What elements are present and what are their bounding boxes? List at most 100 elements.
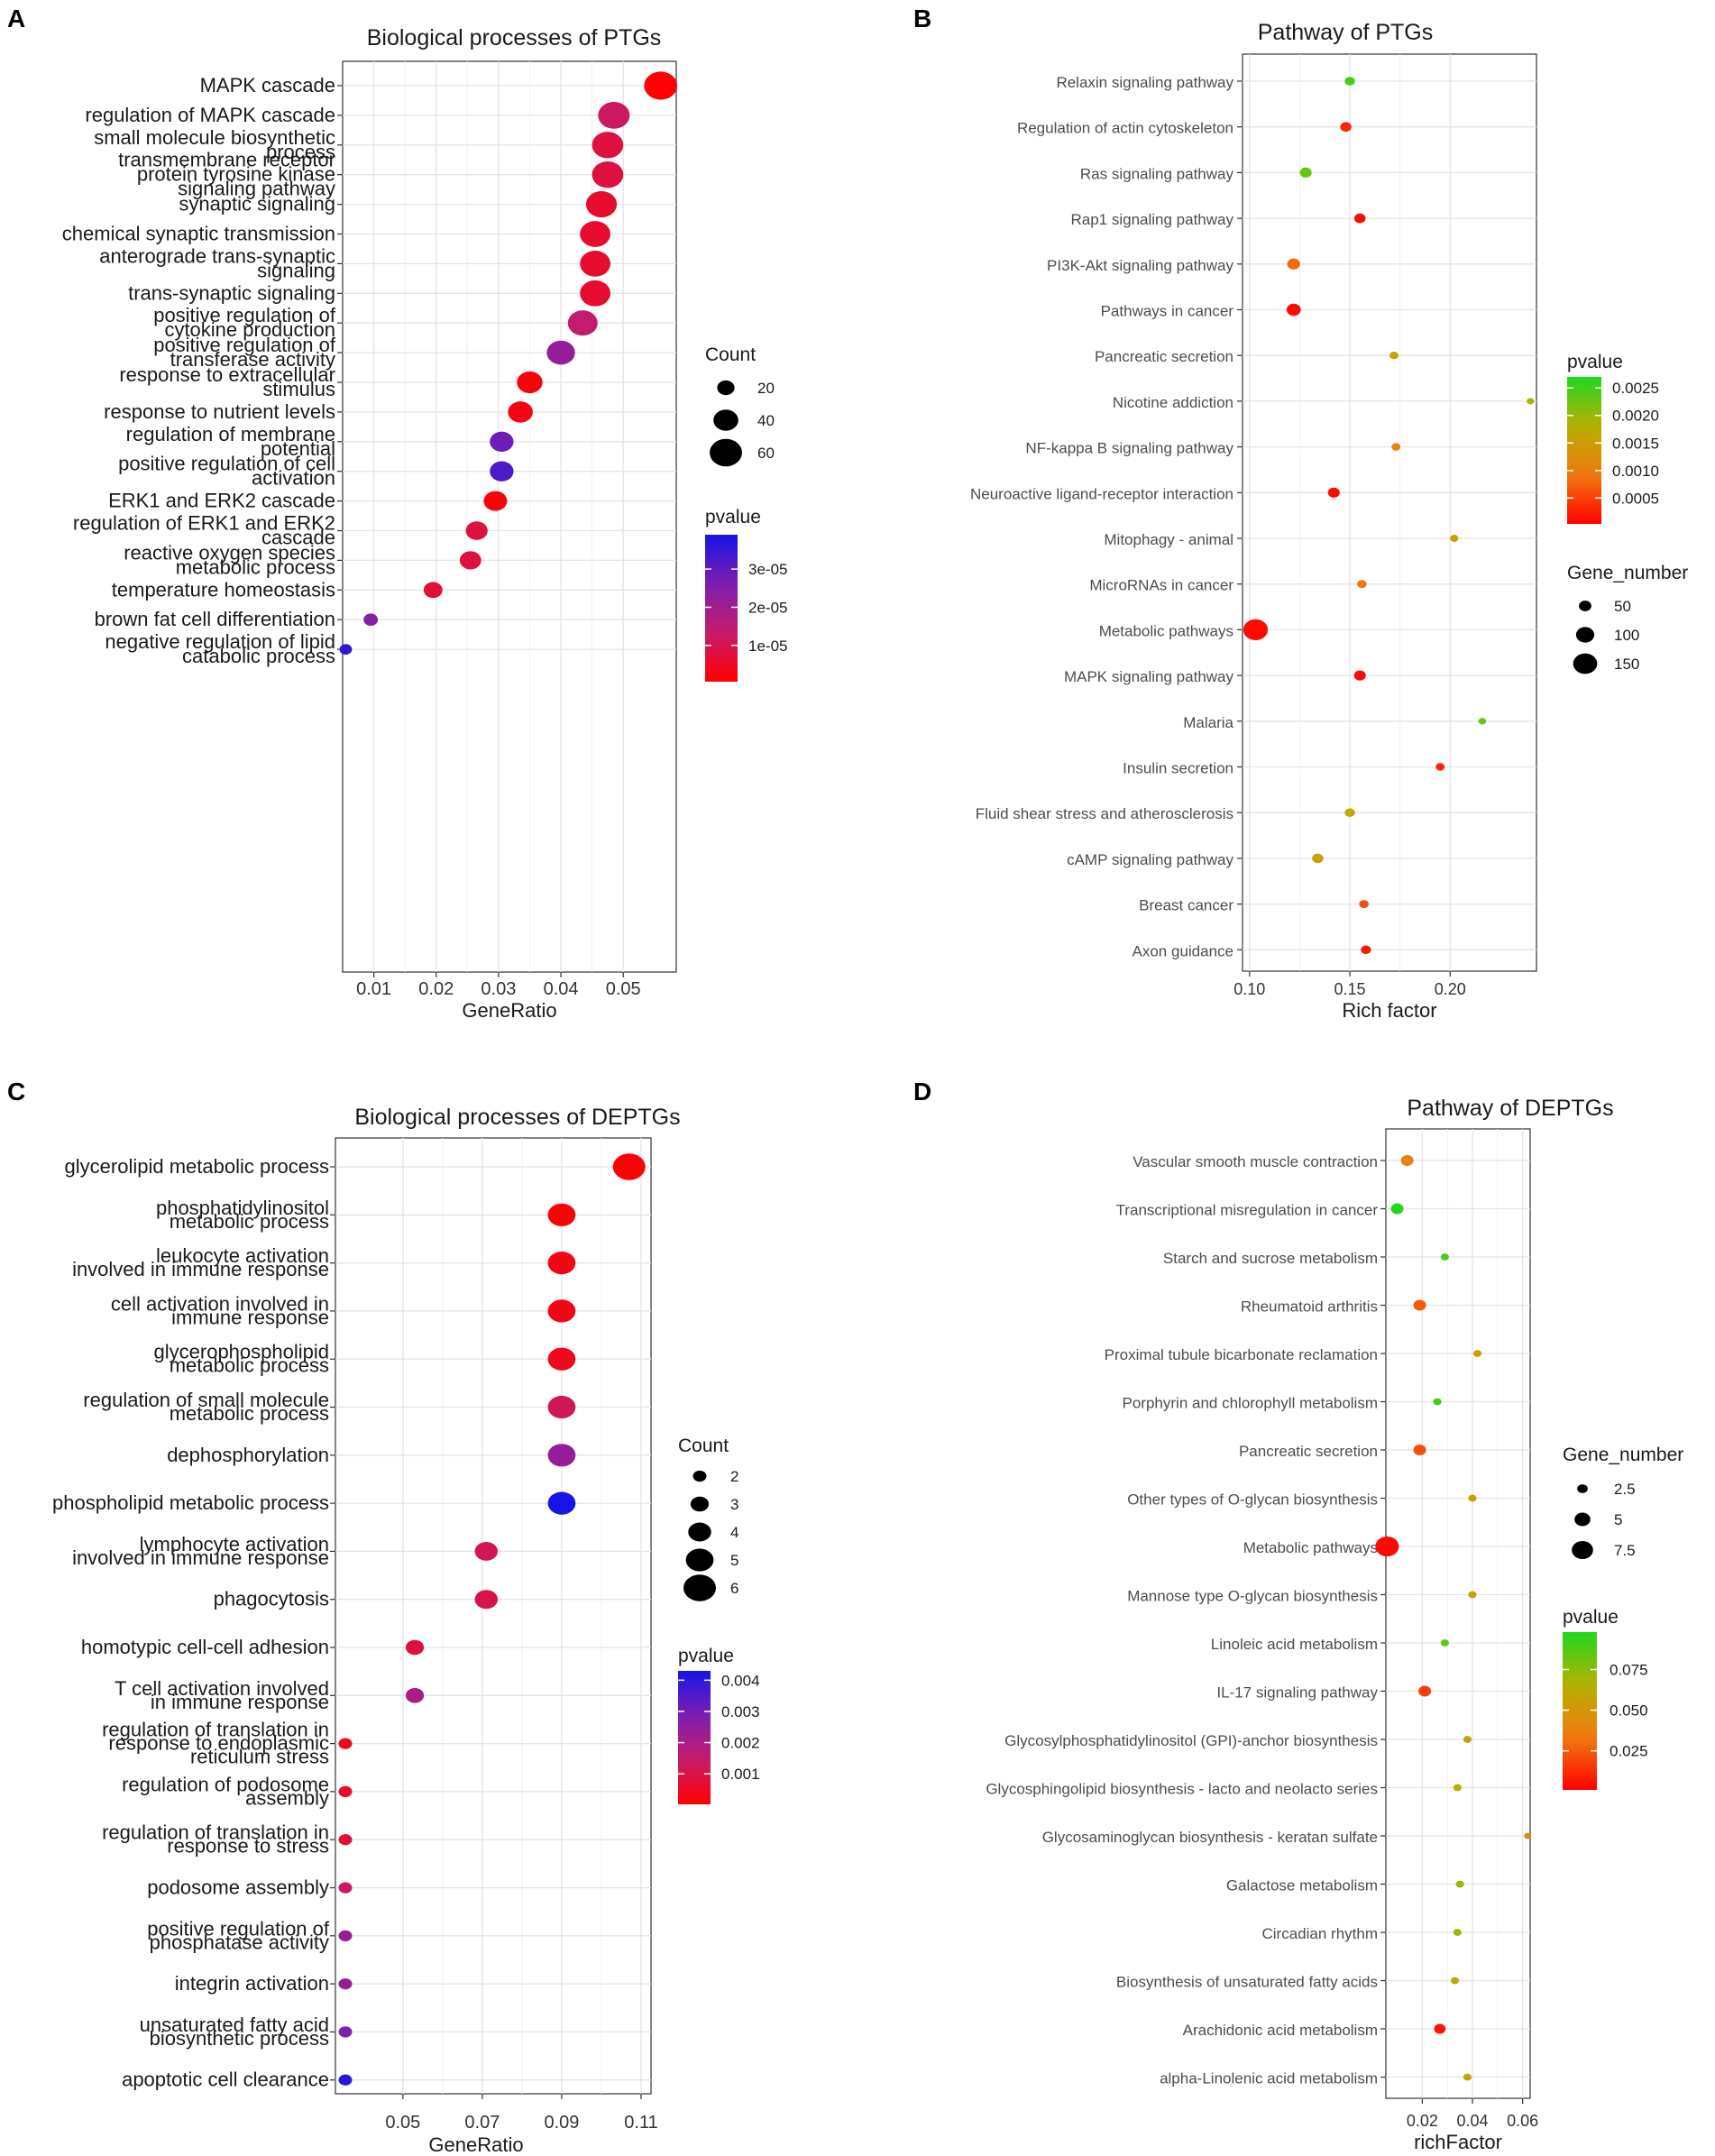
y-axis-label: regulation of membrane potential bbox=[126, 423, 335, 460]
y-axis-label: Axon guidance bbox=[1133, 942, 1234, 959]
panel-b-title: Pathway of PTGs bbox=[1258, 20, 1434, 45]
data-point bbox=[517, 371, 543, 394]
panel-d: D Pathway of DEPTGs Vascular smooth musc… bbox=[913, 1078, 1683, 2153]
panel-b-vgrid bbox=[1249, 54, 1451, 971]
color-legend-label: 2e-05 bbox=[748, 599, 787, 616]
y-axis-label: T cell activation involved in immune resp… bbox=[115, 1677, 329, 1713]
y-axis-label: Glycosylphosphatidylinositol (GPI)-ancho… bbox=[1004, 1732, 1378, 1749]
y-axis-label: trans-synaptic signaling bbox=[128, 281, 335, 304]
data-point bbox=[1361, 945, 1371, 955]
y-axis-label: Fluid shear stress and atherosclerosis bbox=[976, 805, 1234, 822]
data-point bbox=[339, 644, 353, 655]
color-legend-label: 1e-05 bbox=[748, 638, 787, 655]
y-axis-label: positive regulation of cytokine productio… bbox=[153, 304, 336, 341]
data-point bbox=[612, 1153, 646, 1180]
y-axis-label: dephosphorylation bbox=[167, 1444, 329, 1466]
panel-a-x-axis-label: GeneRatio bbox=[462, 999, 556, 1022]
panel-b-color-legend: pvalue 0.0025 0.0020 0.0015 0.0010 0.0005 bbox=[1567, 352, 1659, 524]
size-legend-label: 2.5 bbox=[1614, 1481, 1636, 1498]
panel-b-color-legend-title: pvalue bbox=[1567, 352, 1623, 372]
y-axis-label: Other types of O-glycan biosynthesis bbox=[1127, 1491, 1378, 1509]
data-point bbox=[474, 1590, 499, 1610]
size-legend-symbol bbox=[1572, 1540, 1593, 1560]
data-point bbox=[547, 1347, 576, 1371]
y-axis-label: negative regulation of lipid catabolic pr… bbox=[105, 630, 335, 667]
size-legend-symbol bbox=[1574, 1512, 1591, 1527]
panel-c-y-labels: glycerolipid metabolic process phosphatid… bbox=[52, 1155, 330, 2091]
data-point bbox=[1463, 1736, 1472, 1743]
data-point bbox=[363, 613, 379, 626]
panel-b-size-legend-title: Gene_number bbox=[1567, 563, 1688, 583]
panel-b-y-ticks bbox=[1237, 80, 1243, 950]
y-axis-label: Breast cancer bbox=[1139, 897, 1234, 914]
y-axis-label: apoptotic cell clearance bbox=[122, 2069, 329, 2091]
panel-d-letter: D bbox=[913, 1078, 931, 1106]
y-axis-label: synaptic signaling bbox=[179, 193, 335, 216]
y-axis-label: ERK1 and ERK2 cascade bbox=[108, 490, 335, 512]
panel-a-vgrid bbox=[372, 61, 624, 972]
panel-c-x-ticks: 0.05 0.07 0.09 0.11 bbox=[385, 2094, 658, 2133]
size-legend-label: 6 bbox=[730, 1580, 738, 1597]
y-axis-label: Glycosphingolipid biosynthesis - lacto a… bbox=[986, 1781, 1378, 1798]
y-axis-label: regulation of small molecule metabolic pr… bbox=[83, 1389, 329, 1425]
data-point bbox=[1391, 443, 1401, 451]
data-point bbox=[465, 521, 488, 540]
y-axis-label: leukocyte activation involved in immune r… bbox=[72, 1244, 329, 1280]
y-axis-label: phagocytosis bbox=[214, 1588, 329, 1610]
size-legend-label: 5 bbox=[1614, 1511, 1622, 1528]
panel-a-color-legend: pvalue 3e-05 2e-05 1e-05 bbox=[705, 507, 787, 682]
data-point bbox=[644, 71, 678, 100]
data-point bbox=[1418, 1685, 1432, 1697]
data-point bbox=[1468, 1494, 1477, 1502]
color-legend-bar bbox=[705, 535, 738, 682]
data-point bbox=[1359, 900, 1369, 909]
data-point bbox=[508, 401, 533, 423]
y-axis-label: alpha-Linolenic acid metabolism bbox=[1160, 2070, 1378, 2087]
size-legend-symbol bbox=[1579, 601, 1591, 611]
data-point bbox=[1453, 1784, 1462, 1792]
color-legend-bar bbox=[678, 1671, 711, 1804]
x-tick-label: 0.04 bbox=[544, 979, 579, 999]
panel-a-color-legend-title: pvalue bbox=[705, 507, 761, 528]
y-axis-label: MicroRNAs in cancer bbox=[1089, 577, 1234, 594]
data-point bbox=[1353, 670, 1366, 681]
y-axis-label: NF-kappa B signaling pathway bbox=[1025, 440, 1234, 457]
x-tick-label: 0.15 bbox=[1334, 980, 1366, 998]
panel-c-size-legend-title: Count bbox=[678, 1436, 729, 1456]
data-point bbox=[338, 1930, 353, 1941]
color-legend-label: 3e-05 bbox=[748, 561, 787, 578]
data-point bbox=[1434, 2023, 1446, 2034]
panel-c: C Biological processes of DEPTGs glycero… bbox=[7, 1078, 760, 2156]
panel-c-title: Biological processes of DEPTGs bbox=[354, 1105, 680, 1130]
data-point bbox=[1286, 303, 1301, 317]
y-axis-label: Mitophagy - animal bbox=[1104, 531, 1234, 548]
x-tick-label: 0.20 bbox=[1435, 980, 1466, 998]
y-axis-label: lymphocyte activation involved in immune … bbox=[72, 1533, 329, 1569]
size-legend-label: 2 bbox=[730, 1468, 738, 1485]
panel-c-color-legend: pvalue 0.004 0.003 0.002 0.001 bbox=[678, 1646, 760, 1804]
size-legend-label: 5 bbox=[730, 1552, 738, 1569]
panel-a-size-legend-title: Count bbox=[705, 344, 756, 365]
data-point bbox=[547, 1395, 576, 1419]
data-point bbox=[1353, 213, 1366, 224]
data-point bbox=[338, 1785, 353, 1798]
data-point bbox=[580, 221, 611, 247]
data-point bbox=[1390, 1203, 1404, 1215]
y-axis-label: regulation of translation in response to … bbox=[102, 1821, 329, 1858]
x-tick-label: 0.01 bbox=[356, 979, 391, 999]
data-point bbox=[585, 191, 618, 218]
data-point bbox=[405, 1639, 425, 1656]
data-point bbox=[592, 132, 624, 159]
data-point bbox=[546, 340, 575, 365]
data-point bbox=[1472, 1350, 1482, 1357]
data-point bbox=[1344, 77, 1355, 86]
y-axis-label: Proximal tubule bicarbonate reclamation bbox=[1105, 1346, 1378, 1363]
color-legend-label: 0.0010 bbox=[1612, 463, 1659, 480]
data-point bbox=[547, 1203, 576, 1226]
data-point bbox=[338, 2074, 353, 2086]
y-axis-label: cell activation involved in immune respon… bbox=[111, 1292, 329, 1328]
color-legend-label: 0.0025 bbox=[1612, 380, 1659, 397]
panel-d-color-legend-title: pvalue bbox=[1563, 1607, 1619, 1628]
color-legend-label: 0.050 bbox=[1610, 1702, 1648, 1720]
panel-a-size-legend: Count 20 40 60 bbox=[705, 344, 775, 467]
